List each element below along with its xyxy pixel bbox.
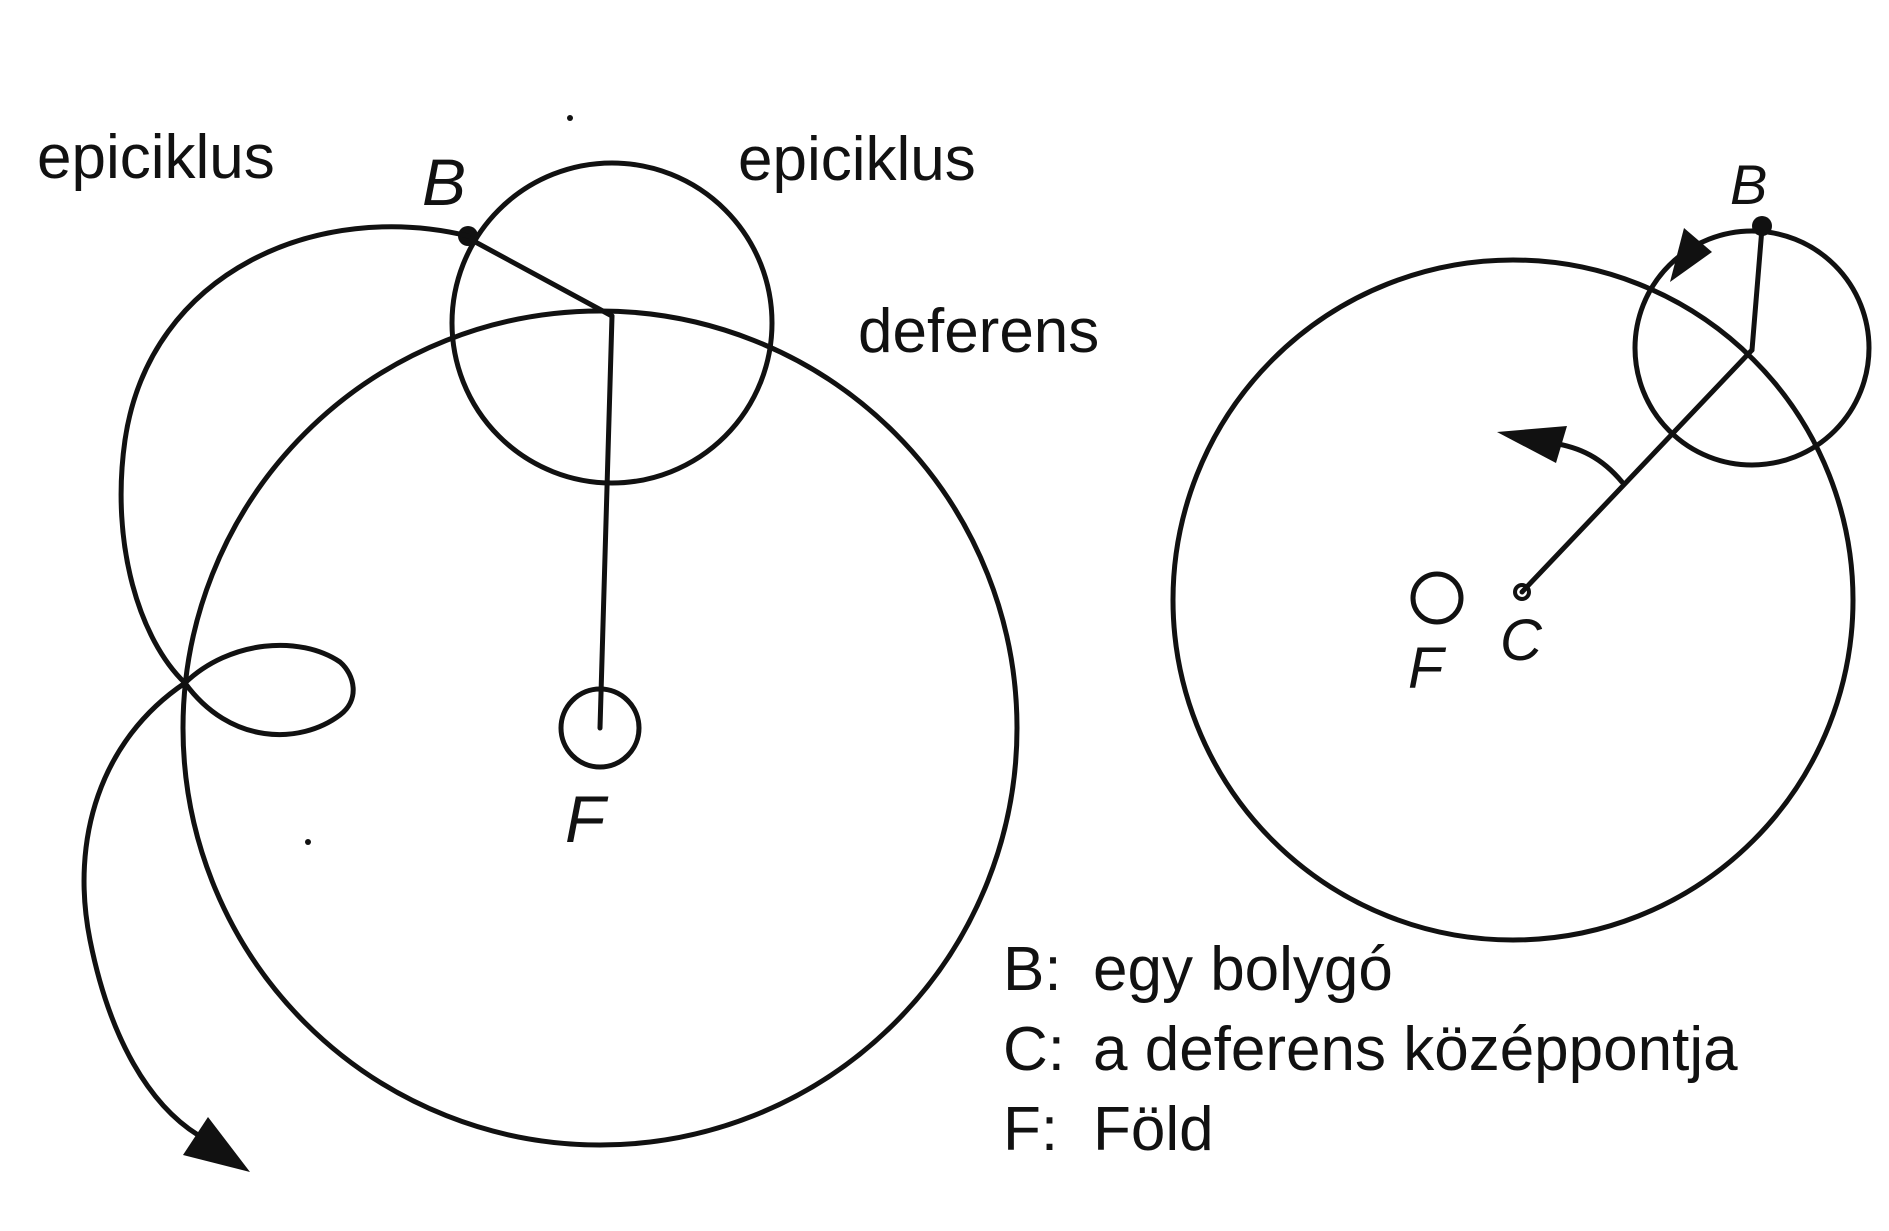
deferent-center-point (1513, 583, 1531, 601)
earth-label: F (565, 782, 609, 856)
planet-dot-right (1752, 216, 1772, 236)
epicycle-rotation-arrow-icon (1670, 228, 1712, 282)
planet-label-right: B (1730, 153, 1767, 216)
epicycle-radius-line (465, 235, 615, 319)
epicycle-circle (449, 160, 775, 486)
deferent-circle-right (1170, 257, 1856, 943)
epicycloid-trace-lower-arc (81, 680, 201, 1138)
epicycle-circle-label: epiciklus (738, 125, 976, 194)
epicycle-circle-right (1632, 228, 1872, 468)
deferent-rotation-arc (1549, 440, 1625, 485)
deferent-rotation-arrow-icon (1497, 426, 1567, 463)
center-label-right: C (1500, 608, 1543, 673)
stray-dot-top (567, 115, 573, 121)
earth-circle (558, 686, 642, 770)
legend-key-c: C: (1003, 1015, 1065, 1084)
left-figure: epiciklus epiciklus deferens B F (37, 115, 1099, 1172)
planet-label: B (422, 145, 466, 219)
stray-dot (305, 839, 311, 845)
motion-arrow-icon (183, 1117, 250, 1172)
legend-key-f: F: (1003, 1095, 1058, 1164)
right-figure: B F C (1170, 153, 1872, 943)
epicycloid-trace-outer-arc (118, 224, 471, 686)
deferent-label: deferens (858, 297, 1099, 366)
legend-text-b: egy bolygó (1093, 935, 1393, 1004)
legend-text-c: a deferens középpontja (1093, 1015, 1738, 1084)
deferent-radius-line-right (1519, 347, 1755, 595)
epicycle-trace-label: epiciklus (37, 123, 275, 192)
epicycloid-loop (182, 642, 356, 738)
deferent-radius-line (597, 313, 615, 731)
legend: B: egy bolygó C: a deferens középpontja … (1003, 935, 1738, 1164)
legend-key-b: B: (1003, 935, 1062, 1004)
epicycle-radius-line-right (1749, 225, 1765, 353)
earth-circle-right (1410, 571, 1464, 625)
earth-label-right: F (1408, 636, 1447, 701)
legend-text-f: Föld (1093, 1095, 1214, 1164)
